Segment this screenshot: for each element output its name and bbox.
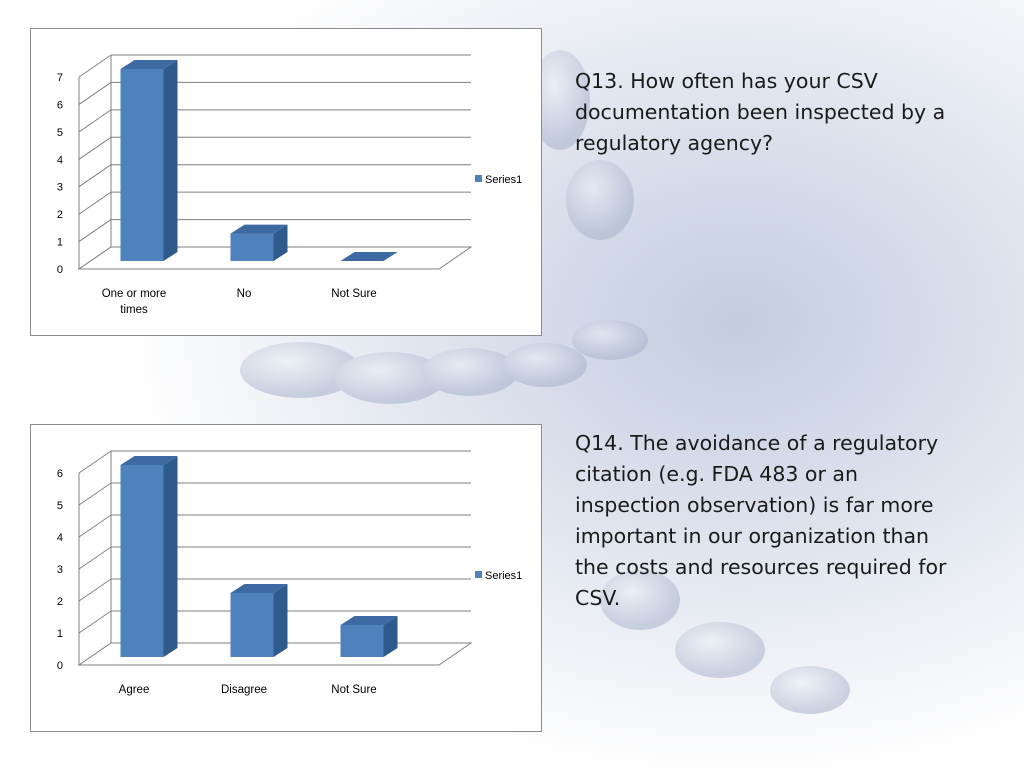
y-tick-label: 0 <box>57 264 63 276</box>
legend-swatch <box>475 571 482 578</box>
y-tick-label: 3 <box>57 564 63 576</box>
bar-side <box>273 584 288 657</box>
x-tick-label-line: Disagree <box>221 684 267 696</box>
grid-side-line <box>78 191 112 215</box>
x-tick-label: Agree <box>119 684 150 696</box>
grid-side-line <box>78 136 112 160</box>
y-tick-label: 4 <box>57 154 63 166</box>
bar-front <box>120 465 164 657</box>
grid-side-line <box>78 514 112 538</box>
grid-side-line <box>78 578 112 602</box>
grid-side-line <box>78 54 112 78</box>
y-tick-label: 5 <box>57 500 63 512</box>
x-tick-label-line: Not Sure <box>331 684 376 696</box>
y-tick-label: 2 <box>57 596 63 608</box>
x-tick-label: Not Sure <box>331 684 376 696</box>
q13-question-text: Q13. How often has your CSV documentatio… <box>575 69 946 155</box>
q14-chart-svg: 0 1 2 3 4 5 6 Agree Disagree Not Sure Series1 <box>57 450 522 696</box>
bar-top <box>340 252 398 261</box>
bar-side <box>163 456 178 657</box>
bar <box>120 456 178 657</box>
legend-label: Series1 <box>485 174 522 186</box>
x-tick-label-line: times <box>120 304 148 316</box>
q14-question-text: Q14. The avoidance of a regulatory citat… <box>575 431 947 610</box>
y-tick-label: 6 <box>57 468 63 480</box>
bar-front <box>340 625 384 657</box>
x-tick-label-line: Agree <box>119 684 150 696</box>
bar-side <box>163 60 178 261</box>
legend-swatch <box>475 175 482 182</box>
q14-chart: 0 1 2 3 4 5 6 Agree Disagree Not Sure Series1 <box>30 424 542 732</box>
grid-side-line <box>78 82 112 105</box>
bar-front <box>230 593 274 657</box>
bar-side <box>383 616 398 657</box>
bar-front <box>230 233 274 261</box>
x-tick-label-line: Not Sure <box>331 288 376 300</box>
q13-chart-svg: 0 1 2 3 4 5 6 7 One or more times No Not Sure Series… <box>57 54 522 316</box>
bar <box>340 616 398 657</box>
grid-side-line <box>78 610 112 634</box>
bar <box>230 584 288 657</box>
grid-side-line <box>78 109 112 133</box>
grid-side-line <box>78 164 112 188</box>
bar-front <box>120 69 164 261</box>
bar-top <box>230 224 288 234</box>
x-tick-label: No <box>237 288 252 300</box>
grid-side-line <box>78 219 112 242</box>
x-tick-label-line: No <box>237 288 252 300</box>
x-tick-label-line: One or more <box>102 288 167 300</box>
x-tick-label: Disagree <box>221 684 267 696</box>
bar-side <box>273 224 288 261</box>
y-tick-label: 2 <box>57 209 63 221</box>
grid-side-line <box>78 482 112 506</box>
bar-top <box>120 456 178 465</box>
y-tick-label: 1 <box>57 237 63 249</box>
x-tick-label: One or more times <box>102 288 167 316</box>
y-tick-label: 1 <box>57 628 63 640</box>
q13-chart: 0 1 2 3 4 5 6 7 One or more times No Not Sure Series… <box>30 28 542 336</box>
bar <box>120 60 178 261</box>
bar-top <box>230 584 288 593</box>
grid-side-line <box>78 546 112 570</box>
y-tick-label: 6 <box>57 99 63 111</box>
y-tick-label: 5 <box>57 127 63 139</box>
x-tick-label: Not Sure <box>331 288 376 300</box>
y-tick-label: 3 <box>57 182 63 194</box>
y-tick-label: 4 <box>57 532 63 544</box>
bar <box>340 252 398 261</box>
grid-side-line <box>78 450 112 474</box>
bar-top <box>340 616 398 625</box>
bar-top <box>120 60 178 69</box>
y-tick-label: 0 <box>57 660 63 672</box>
y-tick-label: 7 <box>57 72 63 84</box>
bar <box>230 224 288 261</box>
legend-label: Series1 <box>485 570 522 582</box>
